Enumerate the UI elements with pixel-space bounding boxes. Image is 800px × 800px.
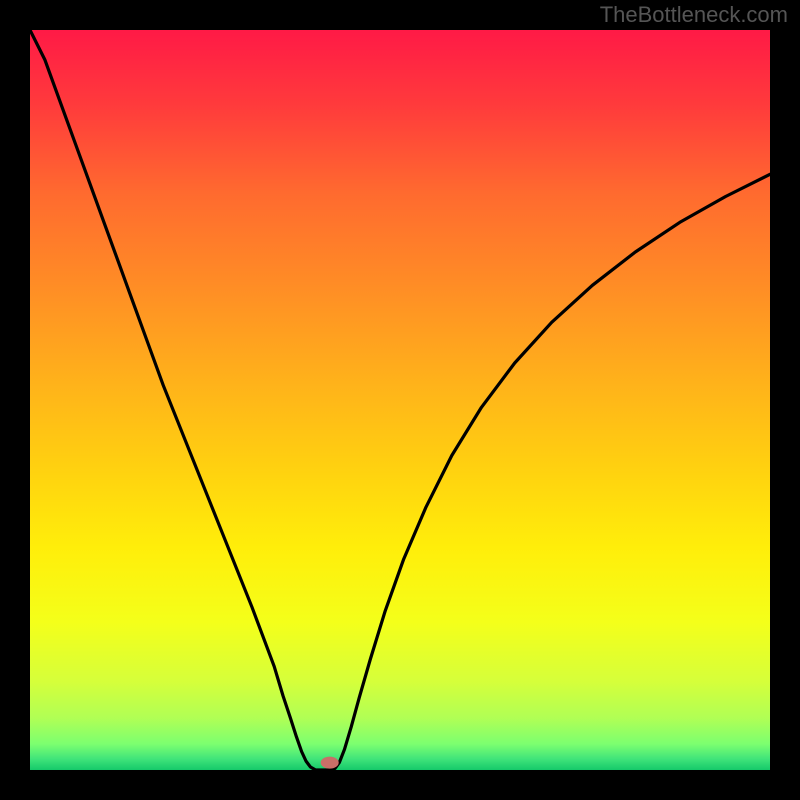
chart-svg (30, 30, 770, 770)
optimum-marker (321, 757, 339, 769)
watermark-text: TheBottleneck.com (600, 2, 788, 28)
plot-area (30, 30, 770, 770)
gradient-background (30, 30, 770, 770)
chart-frame: TheBottleneck.com (0, 0, 800, 800)
